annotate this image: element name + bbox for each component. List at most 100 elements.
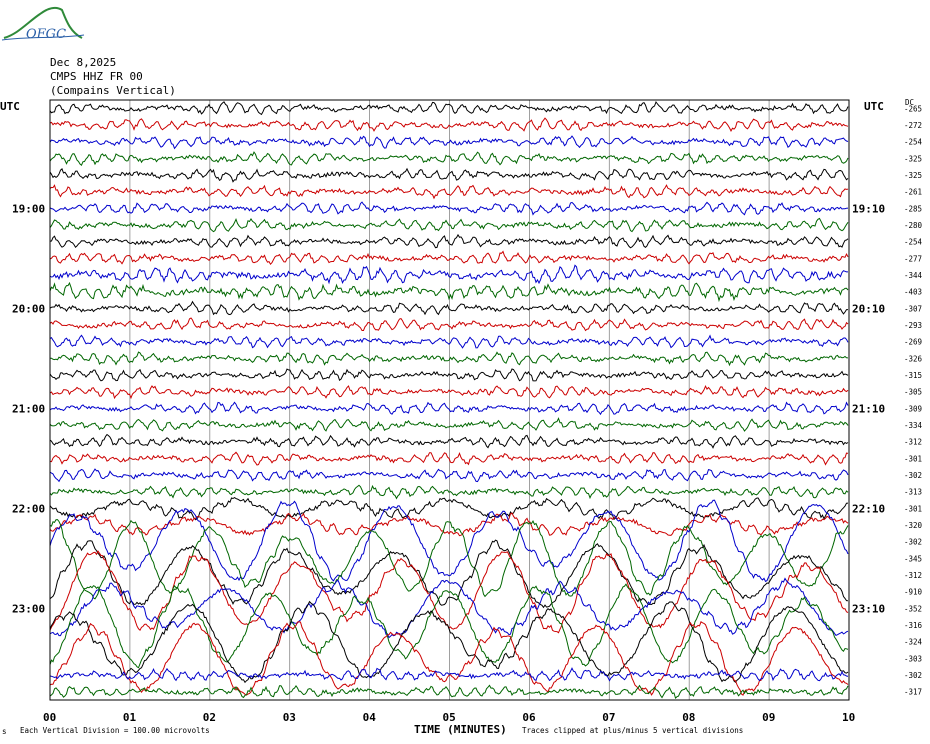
seismic-trace	[50, 351, 849, 367]
trace-group	[49, 100, 849, 700]
seismic-trace	[49, 135, 849, 150]
x-tick-label: 04	[363, 711, 377, 724]
right-hour-label: 19:10	[852, 202, 885, 215]
right-hour-label: 22:10	[852, 502, 885, 515]
seismic-trace	[49, 519, 849, 600]
dc-value: -301	[904, 504, 922, 513]
right-axis-label: UTC	[864, 100, 884, 113]
left-hour-label: 23:00	[12, 602, 45, 615]
right-hour-label: 20:10	[852, 302, 885, 315]
grid-lines	[129, 100, 770, 700]
right-hour-labels: 19:10 20:10 21:10 22:10 23:10	[852, 202, 885, 615]
seismic-trace	[49, 433, 849, 449]
seismic-trace	[49, 497, 849, 521]
dc-value: -309	[904, 404, 922, 413]
seismic-trace	[49, 512, 849, 537]
left-hour-label: 21:00	[12, 402, 45, 415]
seismic-trace	[49, 401, 849, 416]
seismic-trace	[49, 217, 849, 233]
logo-underline-icon	[1, 34, 85, 41]
dc-value: -352	[904, 604, 922, 613]
dc-value: -303	[904, 654, 922, 663]
x-tick-label: 06	[522, 711, 536, 724]
x-tick-label: 03	[283, 711, 296, 724]
seismic-trace	[49, 368, 849, 382]
dc-value: -302	[904, 471, 922, 480]
dc-value: -307	[904, 304, 922, 313]
dc-value: -312	[904, 571, 922, 580]
scale-note: Each Vertical Division = 100.00 microvol…	[20, 726, 210, 735]
seismic-trace	[49, 317, 849, 332]
seismic-trace	[49, 201, 849, 216]
seismic-trace	[49, 583, 849, 669]
ofgc-logo: OFGC	[1, 6, 85, 42]
dc-value: -277	[904, 254, 922, 263]
x-tick-label: 07	[602, 711, 615, 724]
header-date: Dec 8,2025	[50, 56, 116, 69]
dc-value: -325	[904, 154, 922, 163]
dc-value: -345	[904, 554, 922, 563]
dc-value: -301	[904, 454, 922, 463]
dc-value: -320	[904, 521, 923, 530]
left-hour-label: 19:00	[12, 202, 45, 215]
dc-label: DC	[905, 98, 914, 107]
header-location: (Compains Vertical)	[50, 84, 176, 97]
seismic-trace	[49, 233, 849, 249]
seismic-trace	[49, 264, 848, 285]
dc-value: -265	[904, 104, 922, 113]
seismic-trace	[49, 385, 849, 400]
seismic-trace	[49, 151, 849, 167]
left-hour-label: 22:00	[12, 502, 45, 515]
x-tick-labels: 00 01 02 03 04 05 06 07 08 09 10	[43, 711, 855, 724]
left-axis-label: UTC	[0, 100, 20, 113]
seismic-trace	[49, 577, 849, 639]
logo-text: OFGC	[26, 27, 66, 42]
dc-value: -272	[904, 121, 922, 130]
dc-value: -302	[904, 538, 922, 547]
dc-value: -261	[904, 188, 922, 197]
dc-value: -305	[904, 388, 922, 397]
seismic-trace	[49, 621, 849, 696]
seismic-trace	[49, 281, 849, 303]
dc-value: -293	[904, 321, 922, 330]
dc-value: -910	[904, 588, 923, 597]
right-hour-label: 21:10	[852, 402, 885, 415]
dc-value: -344	[904, 271, 923, 280]
dc-value: -326	[904, 354, 923, 363]
x-tick-label: 10	[842, 711, 855, 724]
dc-value: -280	[904, 221, 923, 230]
dc-value: -302	[904, 671, 922, 680]
dc-value: -269	[904, 338, 922, 347]
dc-value: -313	[904, 488, 922, 497]
x-tick-label: 05	[443, 711, 456, 724]
footer-left-mark: s	[2, 727, 7, 736]
plot-area	[49, 99, 850, 701]
seismic-trace	[49, 100, 849, 116]
x-axis-label: TIME (MINUTES)	[414, 723, 507, 736]
plot-frame	[49, 99, 850, 701]
header-station: CMPS HHZ FR 00	[50, 70, 143, 83]
dc-value: -334	[904, 421, 923, 430]
seismic-trace	[49, 167, 849, 183]
seismic-trace	[49, 539, 849, 609]
dc-value: -285	[904, 204, 922, 213]
dc-value: -317	[904, 688, 922, 697]
x-tick-label: 00	[43, 711, 56, 724]
dc-value: -312	[904, 438, 922, 447]
seismic-trace	[49, 417, 849, 432]
seismic-trace	[49, 484, 849, 500]
dc-value: -324	[904, 638, 923, 647]
x-tick-label: 09	[762, 711, 775, 724]
x-tick-label: 08	[682, 711, 695, 724]
right-hour-label: 23:10	[852, 602, 885, 615]
left-hour-labels: 19:00 20:00 21:00 22:00 23:00	[12, 202, 45, 615]
dc-value: -403	[904, 288, 922, 297]
dc-value: -254	[904, 238, 923, 247]
left-hour-label: 20:00	[12, 302, 45, 315]
seismic-trace	[49, 468, 849, 483]
dc-value: -316	[904, 621, 923, 630]
dc-value: -325	[904, 171, 922, 180]
dc-value: -315	[904, 371, 922, 380]
seismic-trace	[49, 300, 848, 316]
